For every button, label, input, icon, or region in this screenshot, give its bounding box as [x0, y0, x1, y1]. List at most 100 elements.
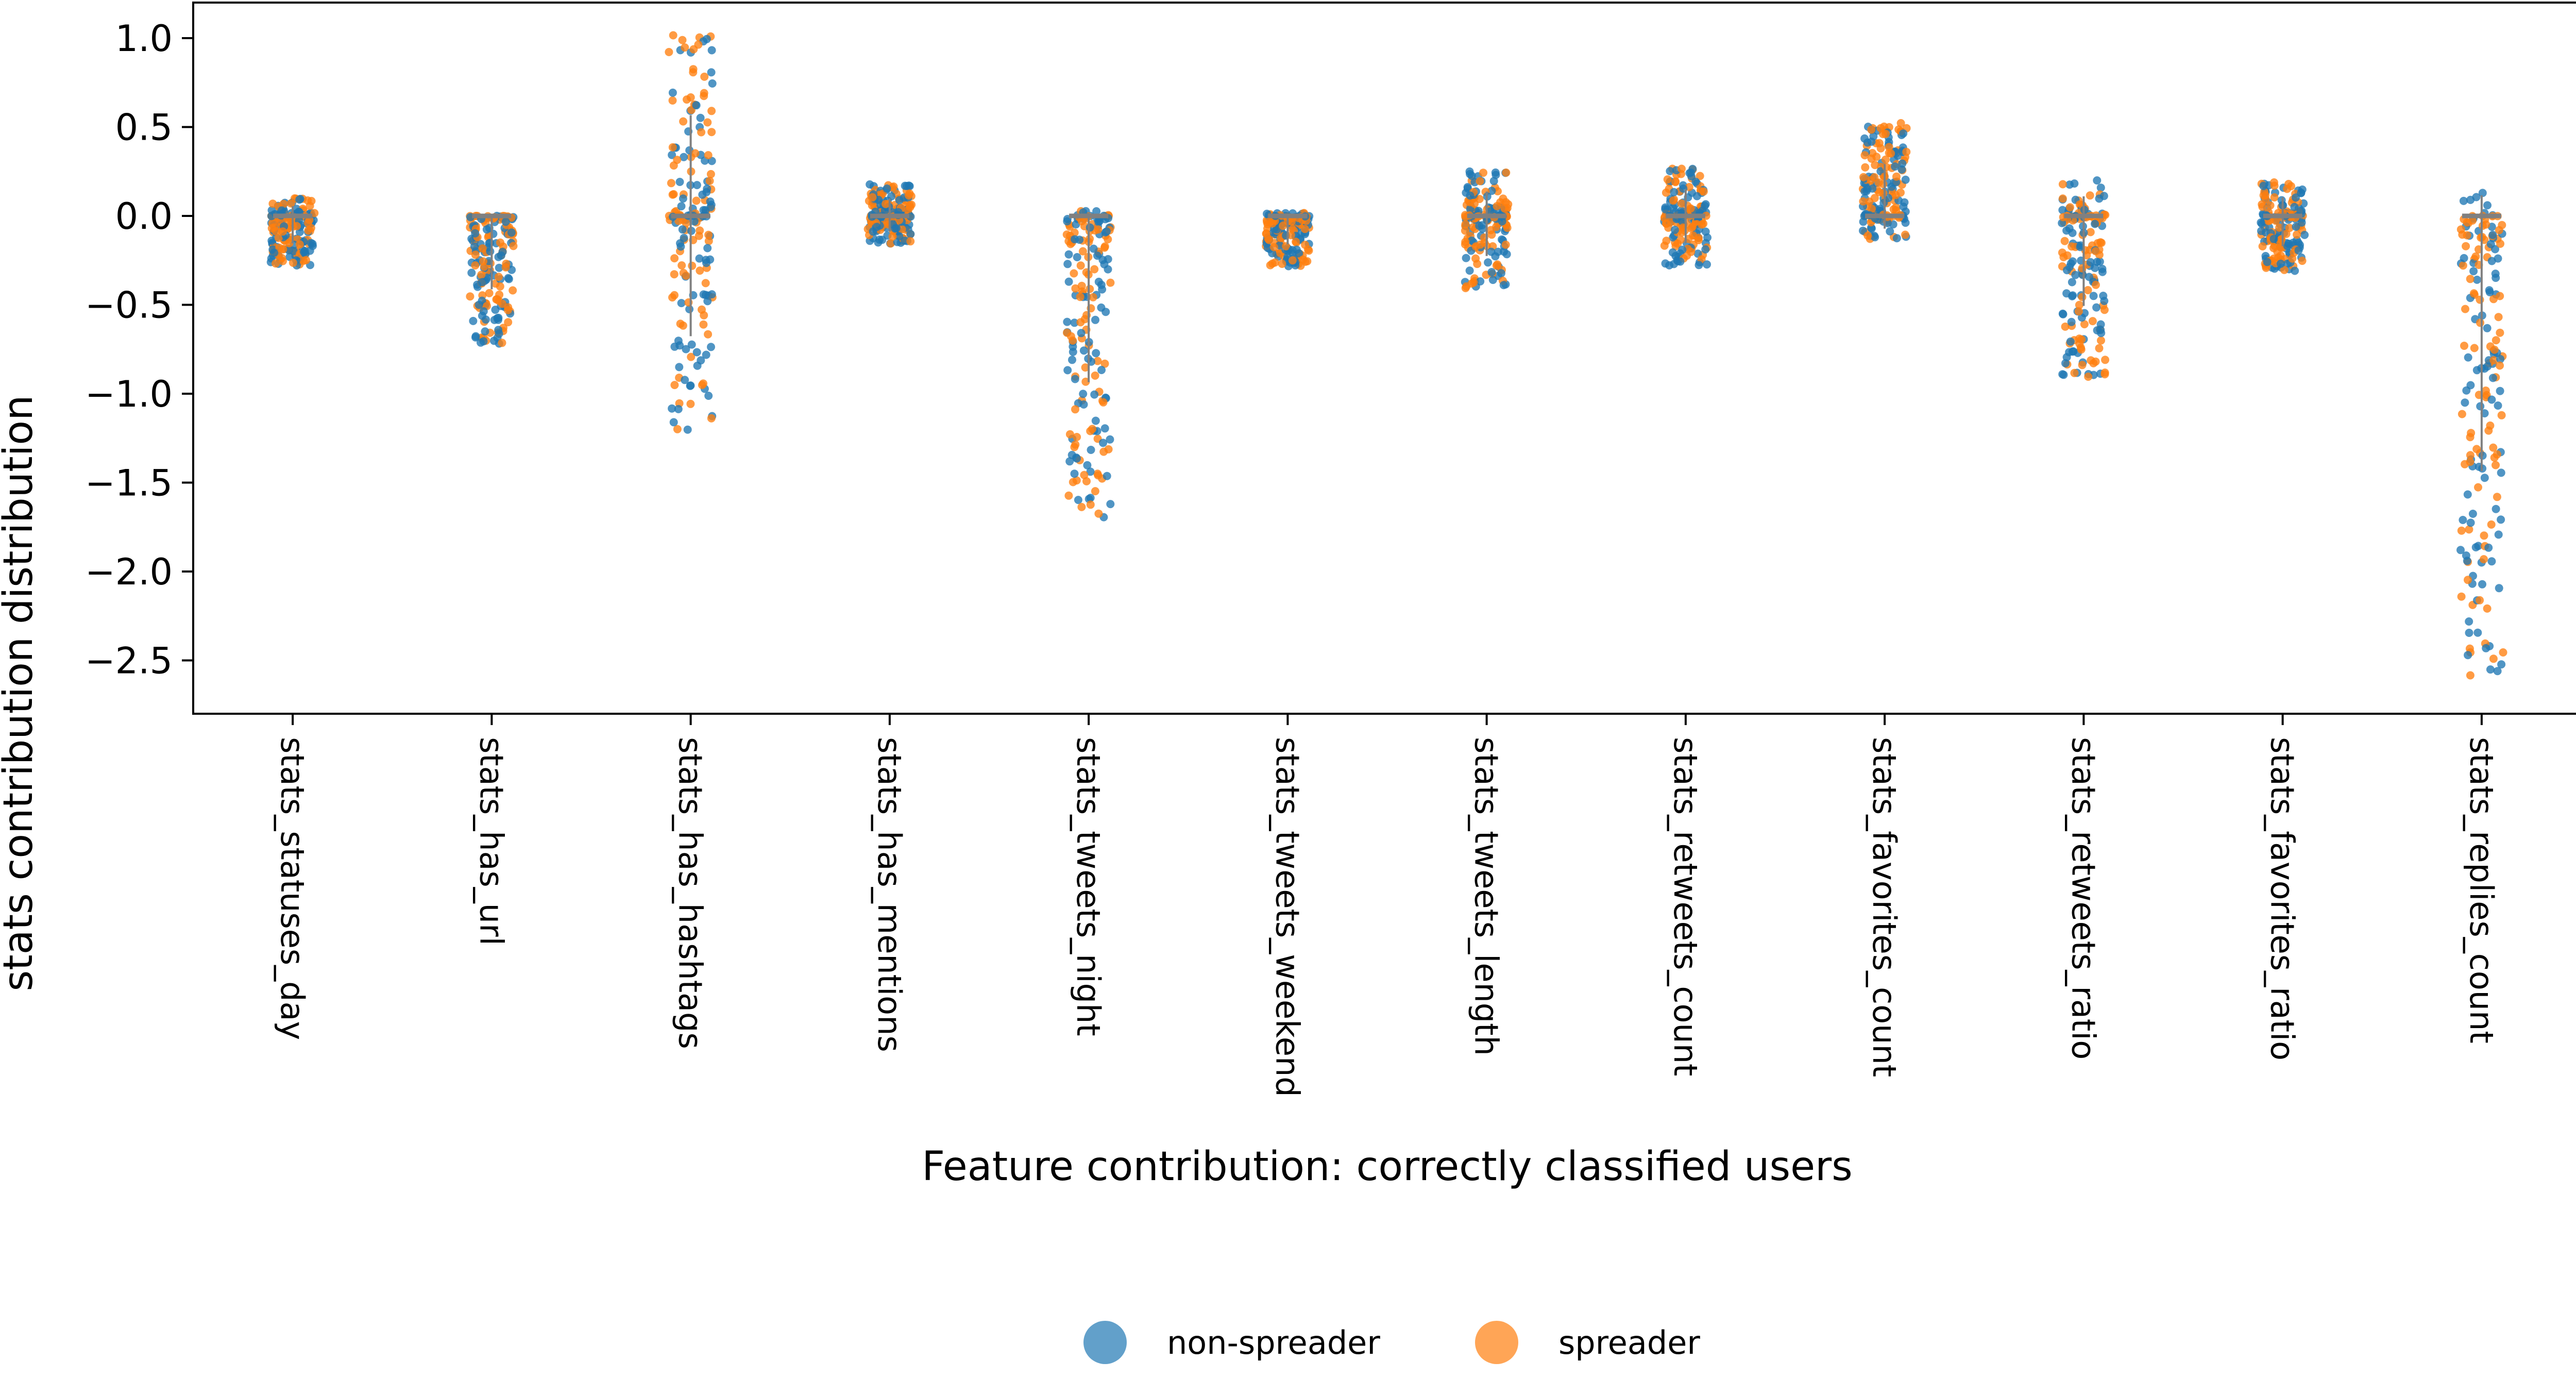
point-non-spreader: [2472, 275, 2481, 284]
point-non-spreader: [1694, 261, 1703, 270]
point-spreader: [1469, 278, 1478, 287]
point-spreader: [2266, 201, 2275, 210]
point-spreader: [2463, 231, 2471, 240]
point-spreader: [2086, 228, 2095, 237]
point-non-spreader: [2478, 580, 2486, 589]
point-non-spreader: [300, 248, 308, 257]
point-spreader: [2284, 180, 2293, 188]
x-tick-label: stats_tweets_night: [1070, 737, 1107, 1036]
point-non-spreader: [668, 88, 677, 97]
point-spreader: [2492, 461, 2500, 469]
point-spreader: [2466, 458, 2475, 466]
point-non-spreader: [692, 181, 701, 190]
point-spreader: [2476, 295, 2484, 304]
point-non-spreader: [887, 192, 896, 201]
point-spreader: [1663, 175, 1672, 184]
point-non-spreader: [295, 195, 304, 204]
point-spreader: [1099, 398, 1108, 407]
point-spreader: [1476, 177, 1484, 186]
point-non-spreader: [702, 350, 710, 359]
point-spreader: [2489, 443, 2498, 452]
point-spreader: [1077, 281, 1086, 290]
x-tick-label: stats_replies_count: [2463, 737, 2500, 1044]
point-spreader: [2275, 223, 2284, 232]
median-markers: [273, 115, 2501, 472]
point-spreader: [1287, 217, 1296, 226]
point-spreader: [2470, 344, 2479, 352]
point-spreader: [667, 179, 675, 188]
point-non-spreader: [2468, 510, 2477, 518]
point-non-spreader: [2259, 181, 2268, 190]
point-non-spreader: [1871, 233, 1879, 242]
point-non-spreader: [1071, 375, 1079, 383]
point-spreader: [1875, 188, 1884, 196]
point-non-spreader: [1898, 159, 1907, 168]
point-non-spreader: [486, 247, 495, 256]
point-spreader: [2496, 292, 2504, 300]
point-non-spreader: [1701, 227, 1710, 236]
point-non-spreader: [702, 259, 710, 267]
point-non-spreader: [1863, 138, 1872, 147]
point-spreader: [2270, 193, 2279, 201]
point-non-spreader: [2497, 515, 2505, 524]
point-spreader: [670, 381, 679, 390]
point-non-spreader: [469, 316, 478, 325]
point-non-spreader: [708, 79, 717, 88]
point-non-spreader: [1668, 248, 1677, 257]
point-non-spreader: [2296, 207, 2305, 215]
point-spreader: [697, 128, 706, 137]
point-non-spreader: [1097, 303, 1106, 312]
point-spreader: [495, 290, 504, 299]
point-spreader: [1270, 258, 1279, 267]
point-spreader: [2465, 525, 2473, 534]
point-non-spreader: [501, 217, 510, 226]
y-tick-label: −2.0: [85, 551, 173, 593]
point-spreader: [503, 306, 512, 314]
point-non-spreader: [1064, 250, 1073, 259]
point-spreader: [2489, 295, 2498, 304]
point-non-spreader: [2059, 310, 2067, 318]
point-non-spreader: [895, 232, 904, 241]
point-spreader: [1887, 149, 1895, 158]
point-spreader: [1896, 188, 1905, 197]
point-spreader: [904, 191, 913, 200]
point-non-spreader: [1089, 244, 1098, 253]
point-spreader: [1671, 178, 1680, 187]
point-spreader: [2086, 191, 2094, 200]
point-spreader: [678, 36, 687, 44]
point-non-spreader: [1488, 276, 1497, 284]
point-non-spreader: [1901, 219, 1910, 227]
point-non-spreader: [2497, 660, 2506, 669]
point-non-spreader: [1092, 207, 1101, 215]
point-spreader: [1493, 202, 1501, 210]
point-spreader: [2469, 289, 2478, 298]
point-non-spreader: [1077, 329, 1086, 338]
point-spreader: [681, 43, 689, 52]
point-non-spreader: [2465, 617, 2473, 626]
point-non-spreader: [2460, 254, 2468, 262]
point-non-spreader: [1465, 266, 1474, 275]
point-spreader: [303, 219, 312, 227]
point-spreader: [1073, 433, 1081, 441]
point-spreader: [1879, 180, 1888, 189]
point-spreader: [2493, 450, 2501, 459]
point-spreader: [692, 196, 701, 205]
point-non-spreader: [2496, 355, 2505, 363]
point-non-spreader: [2473, 628, 2482, 637]
point-spreader: [705, 177, 714, 185]
point-non-spreader: [2263, 258, 2272, 266]
point-spreader: [1265, 236, 1274, 244]
point-spreader: [699, 320, 708, 329]
point-spreader: [272, 259, 280, 268]
point-spreader: [274, 233, 283, 242]
point-non-spreader: [2496, 386, 2504, 395]
point-spreader: [1502, 169, 1511, 177]
x-axis: stats_statuses_day stats_has_url stats_has…: [274, 714, 2500, 1097]
point-non-spreader: [494, 253, 503, 261]
point-non-spreader: [1897, 165, 1906, 174]
point-spreader: [2070, 368, 2079, 377]
point-spreader: [2466, 275, 2475, 283]
point-non-spreader: [2067, 317, 2076, 326]
point-spreader: [673, 156, 682, 164]
